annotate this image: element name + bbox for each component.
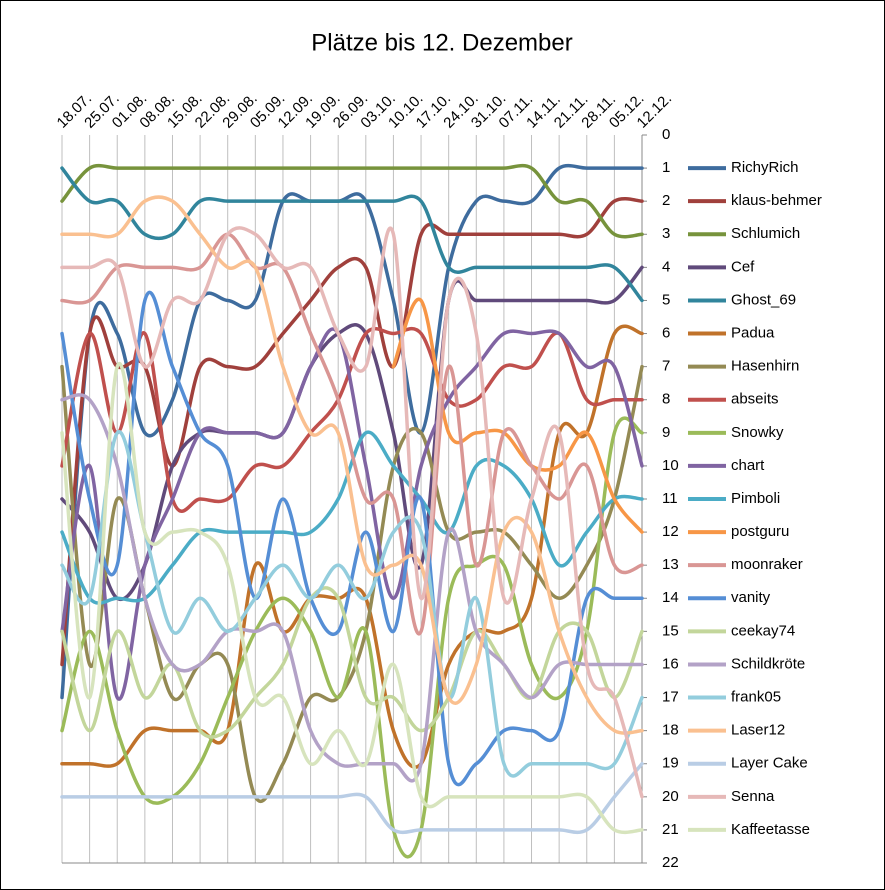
legend-label: Layer Cake — [731, 755, 808, 772]
series-line — [60, 166, 644, 303]
y-tick-label: 21 — [662, 821, 679, 838]
y-tick-label: 17 — [662, 689, 679, 706]
series-line — [60, 195, 644, 735]
legend-label: Hasenhirn — [731, 358, 799, 375]
y-tick-label: 13 — [662, 556, 679, 573]
series-line — [60, 361, 644, 835]
y-tick-label: 1 — [662, 159, 670, 176]
series-line — [60, 761, 644, 835]
y-tick-label: 19 — [662, 755, 679, 772]
legend-label: Kaffeetasse — [731, 821, 810, 838]
y-tick-label: 10 — [662, 457, 679, 474]
series-line — [60, 163, 644, 239]
legend-label: Senna — [731, 788, 775, 805]
legend-label: moonraker — [731, 556, 803, 573]
legend-label: frank05 — [731, 689, 781, 706]
series-line — [60, 232, 644, 636]
y-tick-label: 20 — [662, 788, 679, 805]
y-tick-label: 22 — [662, 854, 679, 871]
y-tick-label: 8 — [662, 391, 670, 408]
chart-title: Plätze bis 12. Dezember — [311, 29, 572, 56]
legend-label: Laser12 — [731, 722, 785, 739]
y-tick-label: 16 — [662, 655, 679, 672]
legend-label: RichyRich — [731, 159, 799, 176]
legend-label: Ghost_69 — [731, 291, 796, 308]
y-tick-label: 14 — [662, 589, 679, 606]
legend-label: abseits — [731, 391, 779, 408]
y-tick-label: 18 — [662, 722, 679, 739]
series-line — [60, 586, 644, 739]
y-tick-label: 0 — [662, 126, 670, 143]
legend-label: Schlumich — [731, 225, 800, 242]
y-tick-label: 7 — [662, 358, 670, 375]
legend-label: chart — [731, 457, 765, 474]
y-tick-label: 9 — [662, 424, 670, 441]
legend-label: Padua — [731, 325, 775, 342]
legend-label: Cef — [731, 258, 755, 275]
series-line — [60, 416, 644, 859]
legend-label: klaus-behmer — [731, 192, 822, 209]
legend-label: vanity — [731, 589, 771, 606]
series-line — [60, 226, 644, 799]
series-line — [391, 297, 644, 534]
y-tick-label: 3 — [662, 225, 670, 242]
legend-label: ceekay74 — [731, 622, 795, 639]
y-tick-label: 11 — [662, 490, 678, 507]
y-tick-label: 4 — [662, 258, 670, 275]
series-line — [60, 197, 644, 667]
series-line — [60, 290, 644, 787]
legend-label: Pimboli — [731, 490, 780, 507]
y-tick-label: 5 — [662, 291, 670, 308]
legend-label: Schildkröte — [731, 655, 805, 672]
y-tick-label: 2 — [662, 192, 670, 209]
y-tick-label: 12 — [662, 523, 679, 540]
y-tick-label: 6 — [662, 325, 670, 342]
y-tick-label: 15 — [662, 622, 679, 639]
legend-label: postguru — [731, 523, 789, 540]
legend-label: Snowky — [731, 424, 784, 441]
